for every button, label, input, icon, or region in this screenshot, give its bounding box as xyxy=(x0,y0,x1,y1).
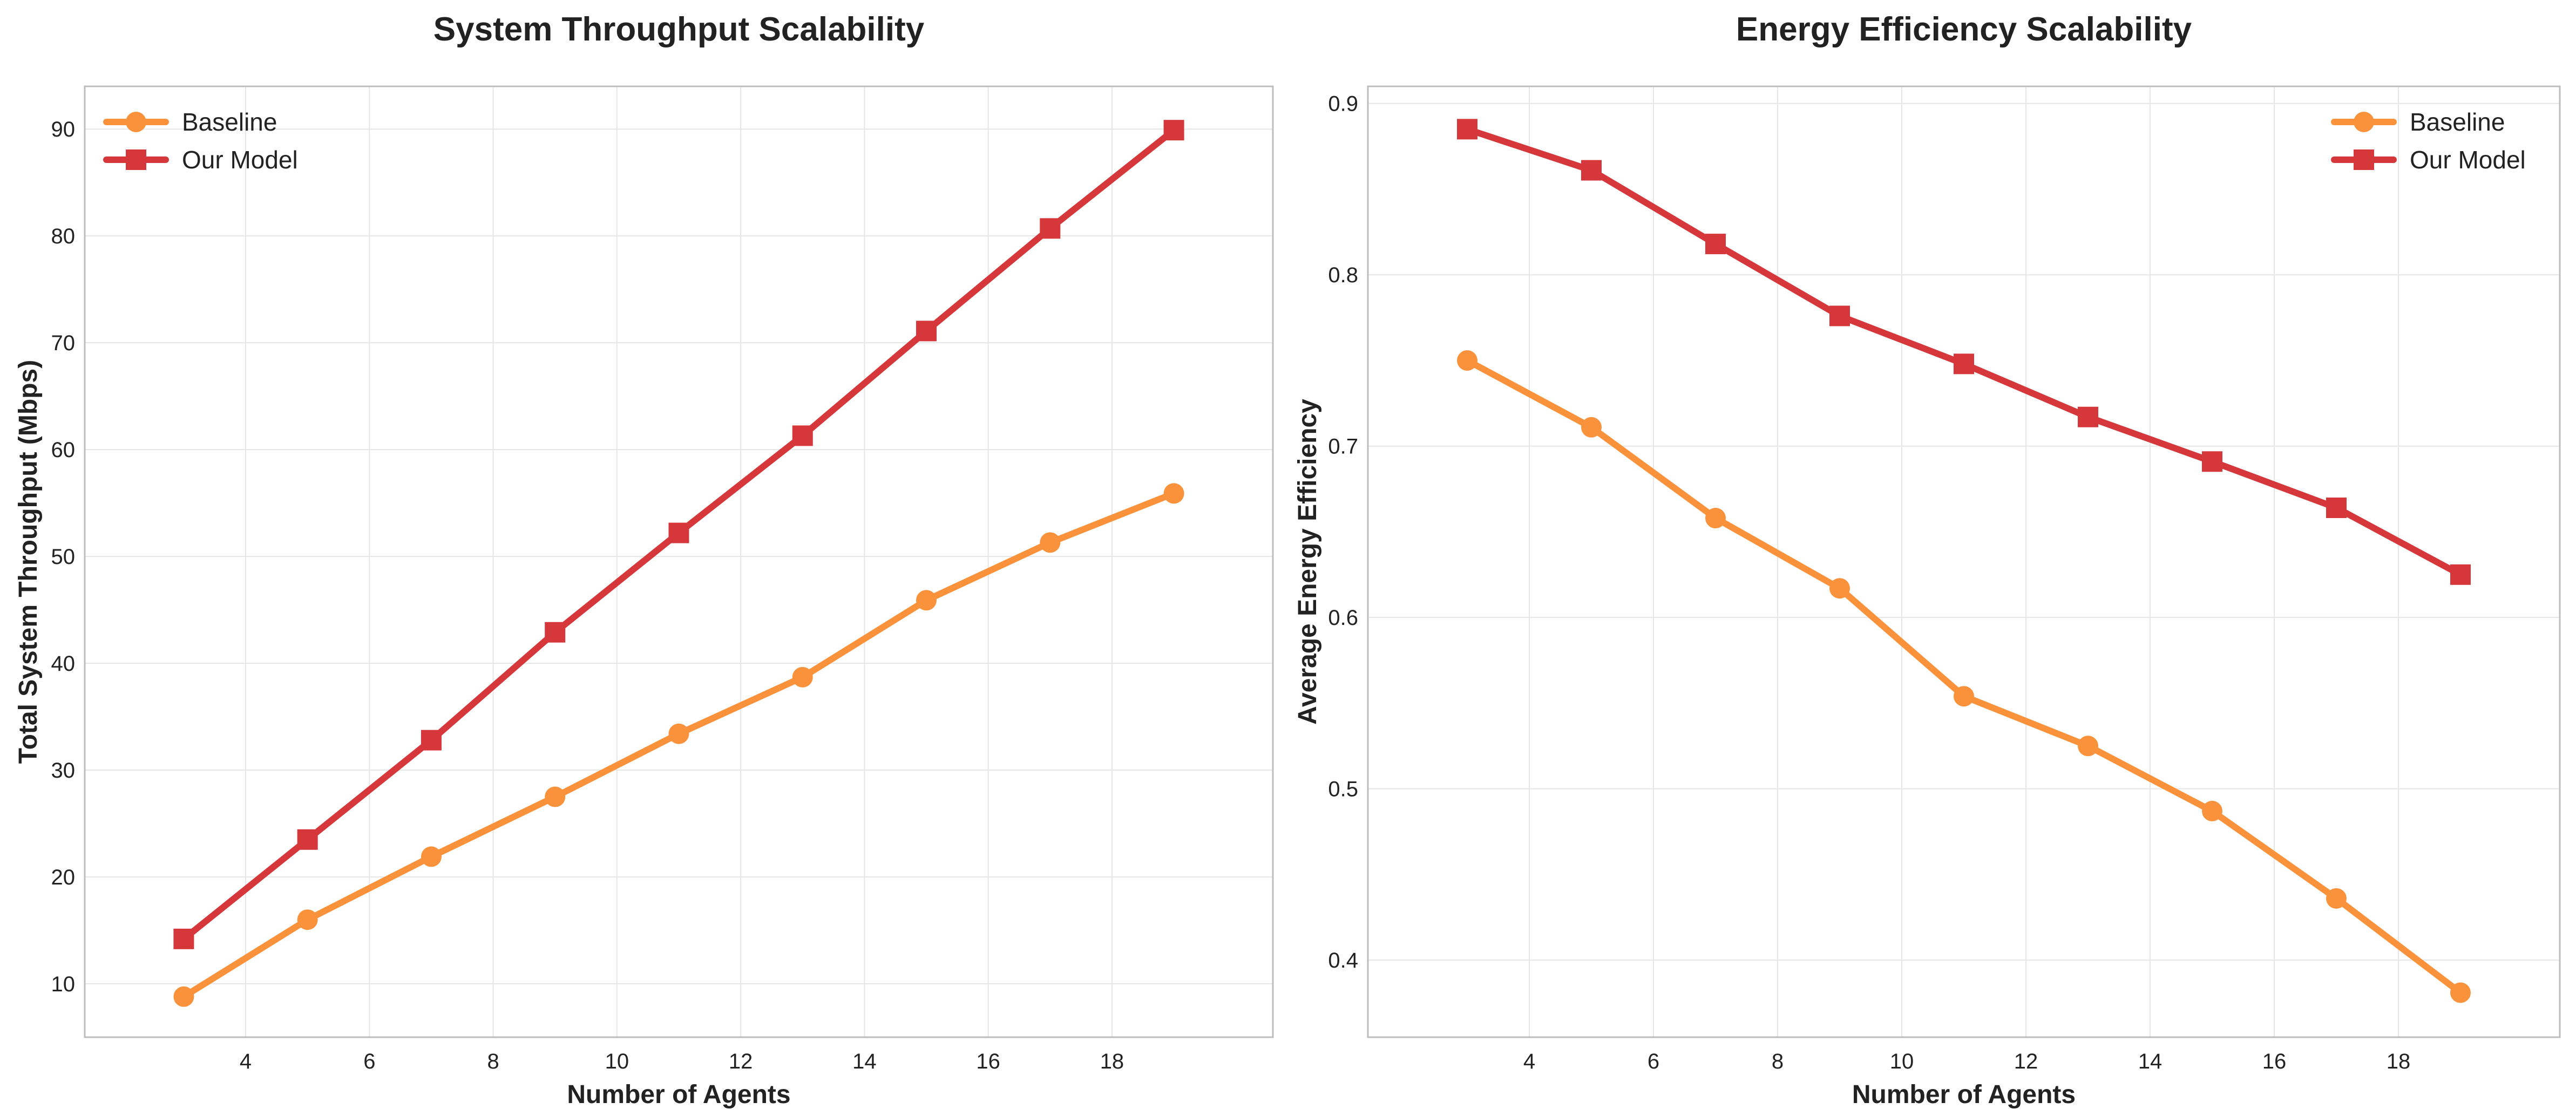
y-tick-label: 0.8 xyxy=(1328,263,1358,287)
data-point xyxy=(2450,564,2471,585)
y-tick-label: 0.4 xyxy=(1328,949,1358,972)
chart-1: 4 6 8 10 12 14 16 18 10 20 30 40 50 60 70 80 90 System Th… xyxy=(14,11,1274,1109)
x-tick-label: 12 xyxy=(2014,1050,2038,1073)
y-tick-label: 80 xyxy=(51,224,76,248)
data-point xyxy=(1829,305,1850,326)
data-point xyxy=(792,425,813,446)
legend-marker xyxy=(2354,149,2374,170)
x-tick-label: 16 xyxy=(976,1050,1000,1073)
plot-area xyxy=(1368,86,2560,1037)
x-tick-label: 14 xyxy=(2138,1050,2163,1073)
y-tick-label: 90 xyxy=(51,118,76,141)
y-tick-label: 0.6 xyxy=(1328,606,1358,630)
data-point xyxy=(668,723,689,744)
legend-label: Baseline xyxy=(2410,108,2505,136)
data-point xyxy=(1163,120,1184,141)
x-tick-label: 6 xyxy=(363,1050,375,1073)
data-point xyxy=(792,666,813,688)
data-point xyxy=(2326,888,2347,909)
data-point xyxy=(421,730,442,751)
data-point xyxy=(1040,532,1061,553)
legend: Baseline Our Model xyxy=(2331,108,2526,174)
legend-label: Baseline xyxy=(182,108,277,136)
y-tick-label: 0.7 xyxy=(1328,435,1358,459)
data-point xyxy=(173,986,194,1007)
x-tick-label: 6 xyxy=(1648,1050,1659,1073)
data-point xyxy=(1829,578,1850,599)
data-point xyxy=(421,846,442,867)
x-tick-label: 10 xyxy=(605,1050,629,1073)
legend-marker xyxy=(126,149,146,170)
data-point xyxy=(1163,483,1184,504)
data-point xyxy=(916,321,937,342)
data-point xyxy=(297,829,318,850)
y-axis-label: Total System Throughput (Mbps) xyxy=(14,360,43,764)
y-tick-label: 0.5 xyxy=(1328,778,1358,801)
data-point xyxy=(1581,160,1602,181)
data-point xyxy=(545,786,566,807)
data-point xyxy=(1457,119,1477,140)
data-point xyxy=(1581,417,1602,438)
legend-marker xyxy=(126,112,146,132)
data-point xyxy=(1040,218,1061,239)
data-point xyxy=(1954,353,1974,375)
legend-marker xyxy=(2354,112,2374,132)
y-tick-label: 50 xyxy=(51,545,76,569)
legend-label: Our Model xyxy=(2410,146,2526,174)
x-tick-label: 14 xyxy=(852,1050,877,1073)
legend-label: Our Model xyxy=(182,146,298,174)
x-axis-label: Number of Agents xyxy=(567,1080,790,1109)
chart-title: System Throughput Scalability xyxy=(433,11,925,48)
data-point xyxy=(2202,451,2222,472)
y-tick-label: 10 xyxy=(51,972,76,996)
x-tick-label: 4 xyxy=(1523,1050,1535,1073)
x-tick-label: 16 xyxy=(2262,1050,2287,1073)
y-axis-label: Average Energy Efficiency xyxy=(1293,399,1322,725)
series-1 xyxy=(1457,350,2471,1003)
chart-2: 4 6 8 10 12 14 16 18 0.4 0.5 0.6 0.7 0.8 0.9 Energy Ef… xyxy=(1293,11,2561,1109)
y-tick-label: 30 xyxy=(51,759,76,782)
y-tick-label: 40 xyxy=(51,652,76,676)
data-point xyxy=(2078,736,2098,757)
series-2 xyxy=(1457,119,2471,585)
x-tick-label: 18 xyxy=(2387,1050,2411,1073)
data-point xyxy=(1705,508,1726,529)
x-tick-label: 8 xyxy=(487,1050,499,1073)
x-tick-label: 8 xyxy=(1772,1050,1784,1073)
y-tick-label: 70 xyxy=(51,331,76,355)
plot-frame xyxy=(1367,85,2561,1038)
legend: Baseline Our Model xyxy=(103,108,298,174)
data-point xyxy=(1705,234,1726,255)
y-tick-label: 0.9 xyxy=(1328,92,1358,116)
x-axis-label: Number of Agents xyxy=(1852,1080,2076,1109)
plot-area xyxy=(85,86,1273,1037)
data-point xyxy=(2078,406,2098,427)
data-point xyxy=(1954,686,1974,707)
y-tick-label: 20 xyxy=(51,866,76,889)
plot-frame xyxy=(84,85,1274,1038)
data-point xyxy=(545,622,566,643)
series-1 xyxy=(173,483,1184,1007)
data-point xyxy=(1457,350,1477,371)
x-tick-label: 12 xyxy=(729,1050,753,1073)
data-point xyxy=(297,909,318,930)
data-point xyxy=(173,928,194,949)
data-point xyxy=(668,522,689,543)
data-point xyxy=(2326,497,2347,518)
series-2 xyxy=(173,120,1184,949)
x-tick-label: 4 xyxy=(240,1050,252,1073)
chart-title: Energy Efficiency Scalability xyxy=(1736,11,2192,48)
x-tick-label: 18 xyxy=(1100,1050,1124,1073)
data-point xyxy=(916,590,937,611)
x-tick-label: 10 xyxy=(1890,1050,1914,1073)
data-point xyxy=(2202,800,2222,821)
y-tick-label: 60 xyxy=(51,438,76,462)
data-point xyxy=(2450,982,2471,1003)
